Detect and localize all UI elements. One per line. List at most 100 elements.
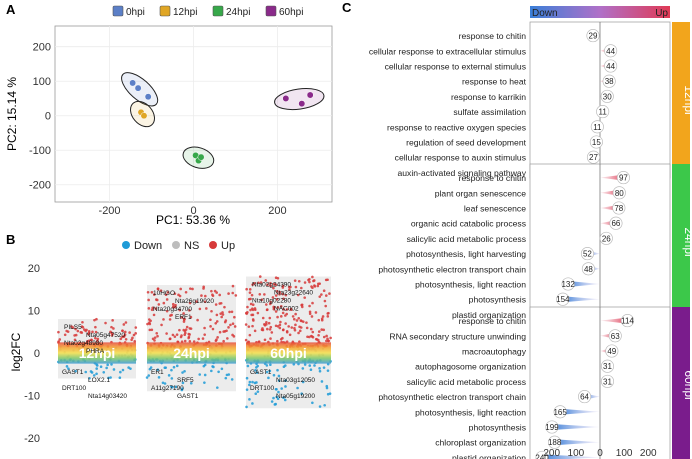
volcano-up-point — [275, 297, 279, 301]
volcano-up-point — [251, 307, 254, 310]
volcano-up-point — [300, 286, 303, 290]
volcano-down-point — [276, 397, 280, 401]
enrichment-term-label: response to chitin — [459, 173, 527, 183]
enrichment-group-24hpi: 24hpi response to chitin 97 plant organ sen… — [378, 163, 692, 321]
volcano-down-point — [102, 370, 106, 374]
volcano-down-point — [274, 402, 278, 406]
volcano-down-point — [284, 385, 287, 388]
enrichment-count-bubble — [545, 420, 559, 434]
volcano-up-point — [264, 279, 268, 282]
volcano-up-point — [322, 328, 326, 332]
volcano-up-point — [325, 339, 328, 343]
volcano-down-point — [325, 386, 329, 390]
volcano-down-point — [121, 368, 125, 372]
volcano-up-point — [173, 335, 177, 338]
volcano-up-point — [165, 309, 169, 313]
enrichment-count-bubble — [586, 150, 601, 164]
enrichment-count-label: 31 — [603, 362, 612, 371]
volcano-legend-label: Up — [221, 240, 235, 252]
volcano-up-point — [272, 282, 276, 286]
enrichment-count-bubble — [586, 29, 600, 43]
volcano-gene-label: SRF5 — [177, 377, 194, 384]
volcano-y-tick-label: 20 — [28, 263, 40, 275]
volcano-up-point — [211, 327, 215, 331]
volcano-down-point — [161, 381, 165, 385]
volcano-up-point — [257, 281, 260, 285]
enrichment-x-tick-label: 0 — [597, 448, 603, 459]
volcano-up-point — [171, 333, 175, 337]
volcano-up-point — [226, 337, 229, 340]
volcano-up-point — [150, 308, 154, 312]
volcano-down-point — [105, 366, 108, 370]
volcano-up-point — [265, 321, 268, 324]
volcano-up-point — [308, 312, 312, 316]
enrichment-down-bar — [568, 281, 600, 287]
volcano-down-point — [147, 374, 151, 377]
volcano-down-point — [224, 376, 228, 380]
volcano-up-point — [184, 290, 188, 294]
volcano-up-point — [297, 279, 301, 283]
volcano-down-point — [265, 370, 269, 374]
volcano-up-point — [259, 281, 263, 284]
volcano-group-band — [147, 342, 236, 364]
enrichment-down-bar — [554, 439, 600, 446]
volcano-up-point — [222, 339, 225, 343]
volcano-up-point — [276, 339, 279, 343]
volcano-down-point — [99, 365, 103, 369]
volcano-up-point — [112, 327, 115, 330]
volcano-up-point — [260, 298, 264, 301]
volcano-up-point — [87, 332, 90, 336]
volcano-up-point — [324, 294, 328, 297]
volcano-down-point — [167, 374, 171, 377]
volcano-up-point — [294, 285, 298, 289]
volcano-up-point — [266, 308, 269, 311]
volcano-up-point — [225, 329, 228, 333]
volcano-up-point — [287, 325, 290, 328]
volcano-up-point — [159, 289, 163, 293]
volcano-up-point — [306, 335, 309, 339]
volcano-down-point — [149, 366, 153, 369]
volcano-up-point — [234, 294, 238, 297]
volcano-up-point — [285, 330, 289, 334]
volcano-up-point — [246, 305, 249, 309]
volcano-up-point — [146, 290, 150, 294]
volcano-up-point — [229, 323, 232, 327]
volcano-up-point — [203, 300, 207, 304]
volcano-up-point — [261, 327, 264, 330]
volcano-up-point — [215, 338, 218, 342]
pca-points — [129, 79, 314, 165]
volcano-up-point — [318, 295, 322, 298]
volcano-y-tick-label: -20 — [24, 433, 40, 445]
volcano-up-point — [244, 323, 248, 326]
volcano-down-point — [203, 373, 207, 377]
volcano-up-point — [168, 318, 172, 321]
pca-y-tick-label: -100 — [29, 145, 51, 157]
volcano-down-point — [296, 386, 299, 390]
volcano-up-point — [219, 312, 222, 315]
volcano-up-point — [327, 339, 330, 343]
volcano-up-point — [272, 306, 276, 309]
enrichment-term-label: salicylic acid metabolic process — [407, 234, 526, 244]
enrichment-term-label: plastid organization — [452, 453, 526, 459]
volcano-up-point — [250, 293, 254, 297]
enrichment-x-tick-label: 100 — [616, 448, 633, 459]
volcano-gene-label: DRT100 — [62, 385, 86, 392]
volcano-down-point — [311, 401, 314, 405]
volcano-group-60hpi: 60hpi Nta02g24390Nta23g22640Nta10g02280NA… — [244, 275, 332, 409]
enrichment-header-bar — [530, 6, 670, 18]
volcano-up-point — [155, 331, 159, 335]
volcano-up-point — [296, 293, 300, 297]
volcano-up-point — [160, 323, 163, 327]
volcano-up-point — [231, 284, 235, 288]
volcano-down-point — [255, 366, 258, 369]
volcano-down-point — [248, 380, 252, 384]
enrichment-header-up: Up — [655, 8, 668, 19]
volcano-up-point — [90, 338, 93, 342]
volcano-up-point — [279, 320, 282, 324]
volcano-up-point — [322, 289, 326, 293]
volcano-up-point — [320, 293, 323, 296]
volcano-down-point — [272, 373, 276, 377]
volcano-up-point — [178, 328, 181, 332]
